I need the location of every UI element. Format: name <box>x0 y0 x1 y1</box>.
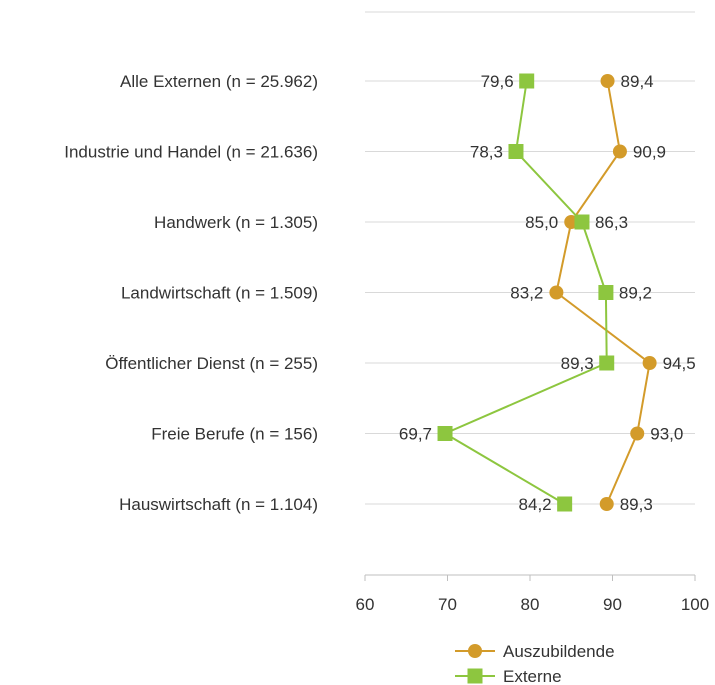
point-externe <box>598 285 614 300</box>
point-externe <box>599 355 615 371</box>
data-label: 69,7 <box>399 425 432 444</box>
data-label: 89,4 <box>621 72 654 91</box>
point-externe <box>557 496 573 512</box>
legend-marker-square <box>467 668 483 684</box>
legend-label: Auszubildende <box>503 642 615 661</box>
point-externe <box>437 426 453 441</box>
point-auszubildende <box>612 144 627 159</box>
legend: Auszubildende Externe <box>455 642 615 685</box>
x-axis: 60 70 80 90 100 <box>356 574 709 614</box>
point-externe <box>519 73 535 89</box>
x-tick-label: 80 <box>521 595 540 614</box>
x-tick-label: 60 <box>356 595 375 614</box>
data-label: 83,2 <box>510 284 543 303</box>
data-label: 94,5 <box>663 354 696 373</box>
data-labels: 79,6 89,4 78,3 90,9 85,0 86,3 83,2 89,2 89,3 94,5… <box>399 72 696 514</box>
data-label: 89,3 <box>561 354 594 373</box>
data-label: 86,3 <box>595 213 628 232</box>
data-label: 90,9 <box>633 143 666 162</box>
grid-lines <box>365 11 695 505</box>
category-label: Industrie und Handel (n = 21.636) <box>64 143 318 162</box>
data-label: 93,0 <box>650 425 683 444</box>
data-label: 79,6 <box>481 72 514 91</box>
category-label: Alle Externen (n = 25.962) <box>120 72 318 91</box>
x-tick-label: 70 <box>438 595 457 614</box>
point-auszubildende <box>549 285 564 300</box>
data-label: 89,2 <box>619 284 652 303</box>
point-externe <box>574 214 590 230</box>
x-tick-label: 100 <box>681 595 709 614</box>
category-label: Handwerk (n = 1.305) <box>154 213 318 232</box>
legend-marker-circle <box>468 644 482 658</box>
category-labels: Alle Externen (n = 25.962) Industrie und … <box>64 72 318 514</box>
point-auszubildende <box>600 74 615 88</box>
point-auszubildende <box>642 356 657 370</box>
category-label: Hauswirtschaft (n = 1.104) <box>119 495 318 514</box>
data-label: 78,3 <box>470 143 503 162</box>
data-label: 85,0 <box>525 213 558 232</box>
point-externe <box>508 144 524 159</box>
data-label: 84,2 <box>519 495 552 514</box>
category-label: Freie Berufe (n = 156) <box>151 425 318 444</box>
x-tick-label: 90 <box>603 595 622 614</box>
data-label: 89,3 <box>620 495 653 514</box>
point-auszubildende <box>599 497 614 511</box>
series-lines <box>437 73 657 512</box>
category-label: Landwirtschaft (n = 1.509) <box>121 284 318 303</box>
legend-label: Externe <box>503 667 562 685</box>
point-auszubildende <box>630 426 645 441</box>
category-label: Öffentlicher Dienst (n = 255) <box>105 354 318 373</box>
